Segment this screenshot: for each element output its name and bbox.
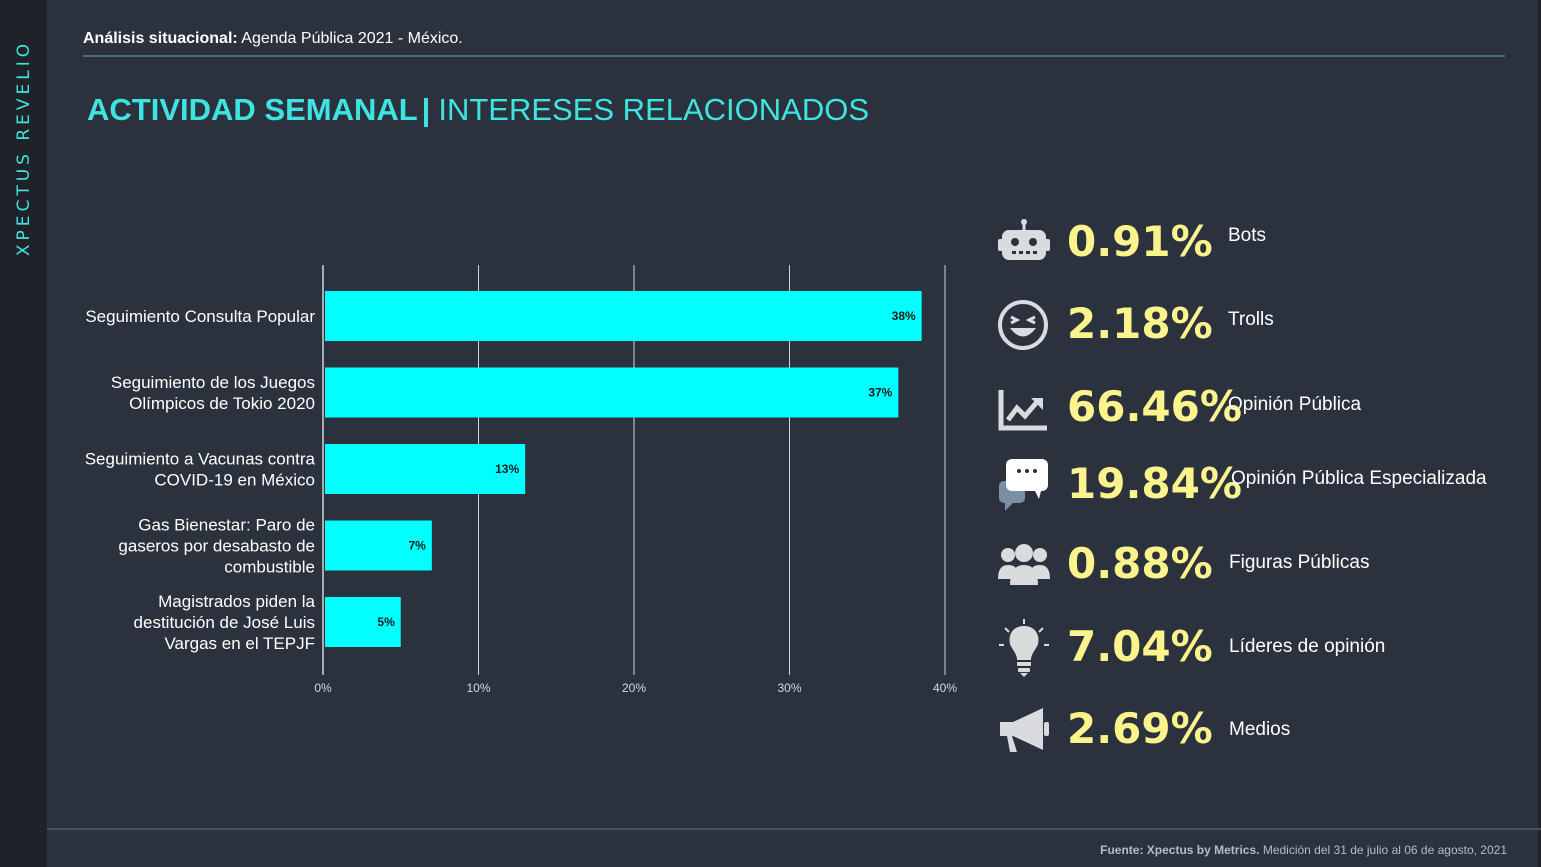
title-separator: | [421,92,431,127]
category-label-line: Seguimiento Consulta Popular [85,307,315,326]
title-main: ACTIVIDAD SEMANAL [87,92,418,127]
metric-row: 0.91% Bots [995,213,1515,273]
metric-label: Opinión Pública Especializada [1231,468,1487,489]
metric-value: 19.84% [1067,459,1242,508]
title-sub: INTERESES RELACIONADOS [438,92,870,127]
page-title: ACTIVIDAD SEMANAL | INTERESES RELACIONADOS [87,92,869,128]
x-tick-label: 40% [933,681,957,695]
metric-label: Bots [1228,225,1267,246]
metric-value: 2.69% [1067,704,1213,753]
metric-row: 2.69% Medios [995,700,1515,760]
x-tick-label: 10% [466,681,490,695]
category-label: Magistrados piden la destitución de José … [134,592,316,653]
metric-value: 66.46% [1067,382,1242,431]
metric-value: 0.88% [1067,539,1213,588]
bar [325,444,526,494]
category-label: Seguimiento Consulta Popular [85,307,315,326]
x-tick-label: 30% [777,681,801,695]
metric-label: Figuras Públicas [1229,552,1370,573]
header-divider [83,55,1505,57]
category-label: Gas Bienestar: Paro de gaseros por desaba… [118,516,315,577]
category-label-line: Seguimiento a Vacunas contra [85,450,316,469]
category-label: Seguimiento a Vacunas contra COVID-19 en … [85,450,316,490]
metric-label: Opinión Pública [1228,394,1362,415]
bar [325,597,401,647]
right-edge [1538,0,1541,867]
bar-data-label: 37% [868,386,892,400]
category-label-line: combustible [224,558,315,577]
header-label: Análisis situacional: [83,30,238,47]
category-label-line: Gas Bienestar: Paro de [138,516,315,535]
category-label-line: Seguimiento de los Juegos [111,373,315,392]
bar-data-label: 13% [495,462,519,476]
bar-chart: 0% 10% 20% 30% 40% 38% Seguimiento Consulta Po… [85,265,957,695]
category-label-line: gaseros por desabasto de [118,537,315,556]
bar-data-label: 5% [377,615,395,629]
header-text: Agenda Pública 2021 - México. [241,30,463,47]
bar [325,520,432,571]
footer-source: Fuente: Xpectus by Metrics. Medición del… [1100,843,1507,857]
bar [325,367,899,418]
page-header: Análisis situacional: Agenda Pública 202… [83,30,463,48]
category-label-line: destitución de José Luis [134,613,315,632]
metric-label: Trolls [1228,309,1274,330]
metric-row: 19.84% Opinión Pública Especializada [995,455,1515,515]
metric-row: 7.04% Líderes de opinión [995,618,1515,678]
group-icon [995,535,1053,595]
metric-label: Medios [1229,719,1291,740]
laughing-face-icon [995,295,1053,355]
metric-value: 0.91% [1067,217,1213,266]
metric-row: 66.46% Opinión Pública [995,378,1515,438]
bar [325,291,922,341]
category-label-line: Magistrados piden la [158,592,315,611]
category-label-line: COVID-19 en México [154,471,315,490]
lightbulb-icon [995,618,1053,678]
bar-data-label: 38% [892,309,916,323]
metric-label: Líderes de opinión [1229,636,1386,657]
bar-data-label: 7% [409,539,427,553]
footer-source-text: Medición del 31 de julio al 06 de agosto… [1259,843,1507,857]
metric-value: 7.04% [1067,622,1213,671]
category-label-line: Olímpicos de Tokio 2020 [129,394,315,413]
category-label: Seguimiento de los Juegos Olímpicos de To… [111,373,315,413]
footer-source-label: Fuente: Xpectus by Metrics. [1100,843,1260,857]
category-label-line: Vargas en el TEPJF [164,634,315,653]
chat-bubbles-icon [995,455,1053,515]
sidebar: XPECTUS REVELIO [0,0,47,867]
trend-chart-icon [995,378,1053,438]
robot-icon [995,213,1053,273]
footer-divider [47,828,1541,830]
metric-row: 0.88% Figuras Públicas [995,535,1515,595]
megaphone-icon [995,700,1053,760]
metric-value: 2.18% [1067,299,1213,348]
metric-row: 2.18% Trolls [995,295,1515,355]
x-tick-label: 20% [622,681,646,695]
x-tick-label: 0% [314,681,332,695]
